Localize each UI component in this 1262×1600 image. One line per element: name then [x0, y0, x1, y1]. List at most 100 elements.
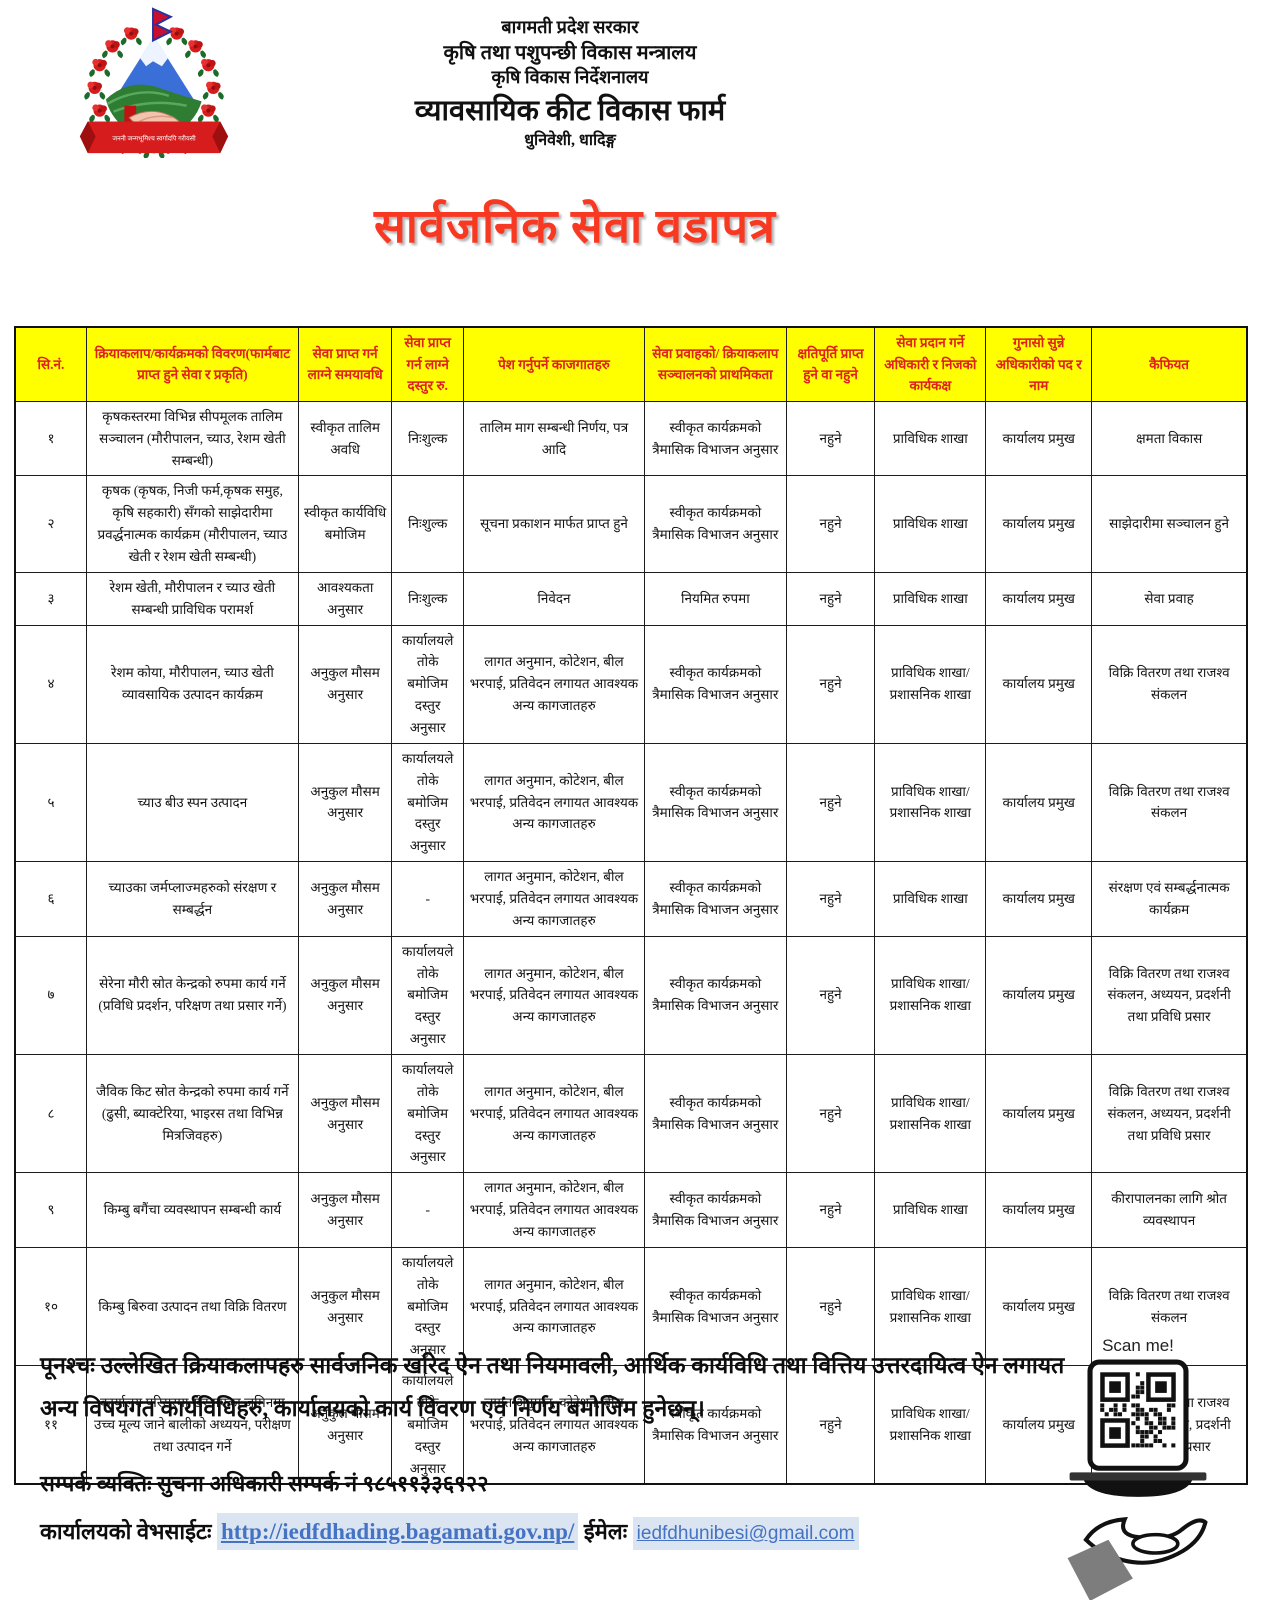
column-header: कैफियत	[1091, 326, 1248, 402]
table-cell: अनुकुल मौसम अनुसार	[297, 861, 393, 937]
table-row: ८ जैविक किट स्रोत केन्द्रको रुपमा कार्य ग…	[14, 1053, 1248, 1174]
table-row: ५ च्याउ बीउ स्पन उत्पादन अनुकुल मौसम अनुसा…	[14, 742, 1248, 863]
table-cell: प्राविधिक शाखा	[874, 1172, 987, 1248]
table-cell: अनुकुल मौसम अनुसार	[297, 742, 393, 863]
table-cell: ४	[14, 624, 87, 744]
website-label: कार्यालयको वेभसाईटः	[40, 1519, 212, 1544]
table-body: १ कृषकस्तरमा विभिन्न सीपमूलक तालिम सञ्चाल…	[14, 400, 1248, 1485]
table-cell: ९	[14, 1172, 87, 1248]
table-row: ११ कार्यालय परिसरमा खेर गएका जमिनमा उच्च …	[14, 1365, 1248, 1485]
table-cell: लागत अनुमान, कोटेशन, बील भरपाई, प्रतिवेद…	[462, 1365, 646, 1485]
emblem-motto: जननी जन्मभूमिश्च स्वर्गादपि गरीयसी	[112, 134, 196, 142]
table-row: ३ रेशम खेती, मौरीपालन र च्याउ खेती सम्बन्…	[14, 571, 1248, 626]
table-cell: ७	[14, 935, 87, 1055]
table-cell: अनुकुल मौसम अनुसार	[297, 1365, 393, 1485]
table-cell: स्वीकृत कार्यक्रमको त्रैमासिक विभाजन अनु…	[644, 475, 787, 573]
table-row: ७ सेरेना मौरी स्रोत केन्द्रको रुपमा कार्य…	[14, 935, 1248, 1055]
table-cell: कार्यालय प्रमुख	[985, 742, 1093, 863]
table-cell: कार्यालय प्रमुख	[985, 1246, 1093, 1367]
table-cell: कार्यालय प्रमुख	[985, 1053, 1093, 1174]
website-link[interactable]: http://iedfdhading.bagamati.gov.np/	[216, 1513, 579, 1550]
table-cell: नहुने	[785, 742, 876, 863]
email-link[interactable]: iedfdhunibesi@gmail.com	[632, 1517, 859, 1550]
table-cell: लागत अनुमान, कोटेशन, बील भरपाई, प्रतिवेद…	[462, 935, 646, 1055]
office-name: व्यावसायिक कीट विकास फार्म	[414, 94, 726, 127]
table-cell: संरक्षण एवं सम्बर्द्धनात्मक कार्यक्रम	[1091, 861, 1248, 937]
table-row: १ कृषकस्तरमा विभिन्न सीपमूलक तालिम सञ्चाल…	[14, 400, 1248, 477]
table-cell: प्राविधिक शाखा/प्रशासनिक शाखा	[874, 935, 987, 1055]
table-row: ४ रेशम कोया, मौरीपालन, च्याउ खेती व्यावसा…	[14, 624, 1248, 744]
table-cell: स्वीकृत कार्यक्रमको त्रैमासिक विभाजन अनु…	[644, 400, 787, 477]
table-cell: कार्यालय परिसरमा खेर गएका जमिनमा उच्च मू…	[85, 1365, 299, 1485]
office-location: धुनिवेशी, धादिङ्ग	[524, 132, 616, 150]
contact-line: सम्पर्क व्यक्तिः सुचना अधिकारी सम्पर्क न…	[40, 1471, 489, 1496]
table-cell: नियमित रुपमा	[644, 571, 787, 626]
table-cell: १०	[14, 1246, 87, 1367]
table-cell: स्वीकृत कार्यक्रमको त्रैमासिक विभाजन अनु…	[644, 1053, 787, 1174]
table-cell: १	[14, 400, 87, 477]
table-cell: नहुने	[785, 571, 876, 626]
table-cell: नहुने	[785, 1053, 876, 1174]
table-cell: कार्यालयले तोके बमोजिम दस्तुर अनुसार	[391, 624, 464, 744]
table-cell: लागत अनुमान, कोटेशन, बील भरपाई, प्रतिवेद…	[462, 1246, 646, 1367]
page-title: सार्वजनिक सेवा वडापत्र	[374, 201, 776, 253]
column-header: क्रियाकलाप/कार्यक्रमको विवरण(फार्मबाट प्…	[85, 326, 299, 402]
table-cell: स्वीकृत कार्यक्रमको त्रैमासिक विभाजन अनु…	[644, 1246, 787, 1367]
tray	[1069, 1472, 1207, 1481]
table-cell: नहुने	[785, 624, 876, 744]
table-cell: विक्रि वितरण तथा राजश्व संकलन	[1091, 624, 1248, 744]
table-cell: नहुने	[785, 1172, 876, 1248]
table-row: ६ च्याउका जर्मप्लाज्महरुको संरक्षण र सम्ब…	[14, 861, 1248, 937]
table-cell: कार्यालयले तोके बमोजिम दस्तुर अनुसार	[391, 742, 464, 863]
table-cell: कार्यालय प्रमुख	[985, 624, 1093, 744]
table-cell: जैविक किट स्रोत केन्द्रको रुपमा कार्य गर…	[85, 1053, 299, 1174]
table-cell: कार्यालयले तोके बमोजिम दस्तुर अनुसार	[391, 935, 464, 1055]
table-cell: अनुकुल मौसम अनुसार	[297, 624, 393, 744]
table-cell: लागत अनुमान, कोटेशन, बील भरपाई, प्रतिवेद…	[462, 1172, 646, 1248]
table-cell: प्राविधिक शाखा	[874, 861, 987, 937]
table-row: ९ किम्बु बगैंचा व्यवस्थापन सम्बन्धी कार्य…	[14, 1172, 1248, 1248]
table-cell: रेशम कोया, मौरीपालन, च्याउ खेती व्यावसाय…	[85, 624, 299, 744]
table-cell: कार्यालय प्रमुख	[985, 1365, 1093, 1485]
table-cell: लागत अनुमान, कोटेशन, बील भरपाई, प्रतिवेद…	[462, 624, 646, 744]
qr-block: Scan me!	[1058, 1336, 1218, 1600]
table-cell: कार्यालयले तोके बमोजिम दस्तुर अनुसार	[391, 1365, 464, 1485]
website-email-line: कार्यालयको वेभसाईटः http://iedfdhading.b…	[40, 1513, 1040, 1550]
email-label: ईमेलः	[583, 1519, 628, 1544]
table-cell: कार्यालय प्रमुख	[985, 1172, 1093, 1248]
column-header: सि.नं.	[14, 326, 87, 402]
column-header: सेवा प्राप्त गर्न लाग्ने समयावधि	[297, 326, 393, 402]
nepal-flag-icon	[152, 7, 174, 43]
table-cell: -	[391, 1172, 464, 1248]
table-cell: किम्बु बगैंचा व्यवस्थापन सम्बन्धी कार्य	[85, 1172, 299, 1248]
table-cell: स्वीकृत कार्यक्रमको त्रैमासिक विभाजन अनु…	[644, 1172, 787, 1248]
table-row: १० किम्बु बिरुवा उत्पादन तथा विक्रि वितरण…	[14, 1246, 1248, 1367]
table-cell: किम्बु बिरुवा उत्पादन तथा विक्रि वितरण	[85, 1246, 299, 1367]
service-charter-table: सि.नं. क्रियाकलाप/कार्यक्रमको विवरण(फार्म…	[14, 326, 1248, 1486]
table-cell: सेवा प्रवाह	[1091, 571, 1248, 626]
table-cell: कार्यालय प्रमुख	[985, 475, 1093, 573]
table-cell: क्षमता विकास	[1091, 400, 1248, 477]
table-cell: स्वीकृत कार्यक्रमको त्रैमासिक विभाजन अनु…	[644, 935, 787, 1055]
table-cell: कार्यालय प्रमुख	[985, 571, 1093, 626]
table-cell: प्राविधिक शाखा/प्रशासनिक शाखा	[874, 1246, 987, 1367]
table-cell: स्वीकृत कार्यक्रमको त्रैमासिक विभाजन अनु…	[644, 861, 787, 937]
table-cell: प्राविधिक शाखा/प्रशासनिक शाखा	[874, 624, 987, 744]
table-cell: कीरापालनका लागि श्रोत व्यवस्थापन	[1091, 1172, 1248, 1248]
table-cell: आवश्यकता अनुसार	[297, 571, 393, 626]
table-cell: प्राविधिक शाखा	[874, 475, 987, 573]
table-cell: तालिम माग सम्बन्धी निर्णय, पत्र आदि	[462, 400, 646, 477]
table-cell: -	[391, 861, 464, 937]
table-cell: निःशुल्क	[391, 475, 464, 573]
table-cell: सूचना प्रकाशन मार्फत प्राप्त हुने	[462, 475, 646, 573]
table-cell: अनुकुल मौसम अनुसार	[297, 935, 393, 1055]
table-cell: नहुने	[785, 861, 876, 937]
column-header: गुनासो सुन्ने अधिकारीको पद र नाम	[985, 326, 1093, 402]
table-cell: २	[14, 475, 87, 573]
table-cell: अनुकुल मौसम अनुसार	[297, 1053, 393, 1174]
column-header: सेवा प्रदान गर्ने अधिकारी र निजको कार्यक…	[874, 326, 987, 402]
sleeve	[1067, 1539, 1133, 1600]
table-cell: कृषक (कृषक, निजी फर्म,कृषक समुह, कृषि सह…	[85, 475, 299, 573]
table-cell: साझेदारीमा सञ्चालन हुने	[1091, 475, 1248, 573]
